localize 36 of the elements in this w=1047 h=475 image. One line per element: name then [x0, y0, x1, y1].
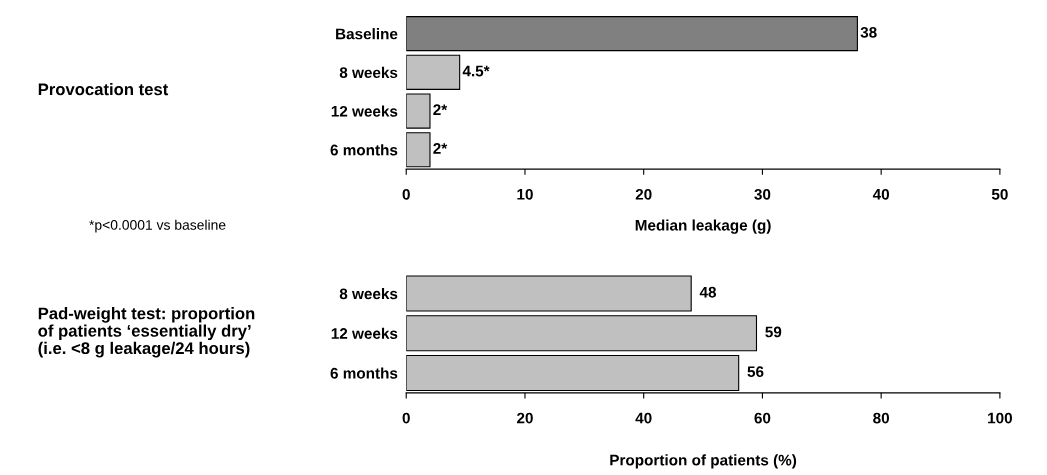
- y-axis-title: Provocation test: [38, 82, 169, 96]
- x-tick-label: 0: [402, 188, 410, 200]
- y-tick-label: 6 months: [330, 367, 398, 379]
- data-label: 48: [699, 286, 717, 298]
- data-label: 2*: [433, 143, 448, 154]
- data-label: 38: [860, 26, 877, 38]
- x-tick-label: 30: [754, 188, 771, 200]
- x-tick-label: 20: [517, 412, 533, 424]
- bar: [406, 16, 858, 52]
- data-label: 4.5*: [462, 65, 490, 77]
- y-tick-label: 6 months: [330, 144, 398, 156]
- y-tick-label: Baseline: [336, 28, 398, 40]
- x-tick-label: 40: [872, 188, 890, 200]
- data-label: 2*: [433, 104, 448, 115]
- data-label: 59: [765, 326, 782, 338]
- x-axis-title: Proportion of patients (%): [610, 454, 797, 469]
- bar: [406, 54, 461, 90]
- y-tick-label: 8 weeks: [339, 66, 398, 79]
- x-tick-label: 40: [635, 412, 652, 424]
- bar: [406, 315, 758, 352]
- x-tick-label: 20: [635, 188, 652, 200]
- x-tick-label: 0: [402, 412, 410, 424]
- x-tick-label: 80: [873, 412, 890, 424]
- y-tick-label: 12 weeks: [331, 105, 398, 117]
- x-axis-title: Median leakage (g): [635, 219, 771, 234]
- y-tick-label: 8 weeks: [339, 288, 398, 300]
- text: *p<0.0001 vs baseline: [89, 219, 226, 233]
- x-tick-label: 10: [517, 188, 533, 200]
- data-label: 56: [747, 366, 764, 378]
- x-tick-label: 100: [988, 412, 1013, 424]
- x-tick-label: 60: [754, 412, 771, 424]
- bar: [406, 275, 692, 312]
- y-axis-title: Pad-weight test: proportion of patients ‘essentially dry’ (i.e. <8 g leakage/24 hours): [38, 307, 255, 358]
- bar: [406, 93, 431, 129]
- y-tick-label: 12 weeks: [331, 327, 398, 339]
- x-tick-label: 50: [991, 188, 1008, 200]
